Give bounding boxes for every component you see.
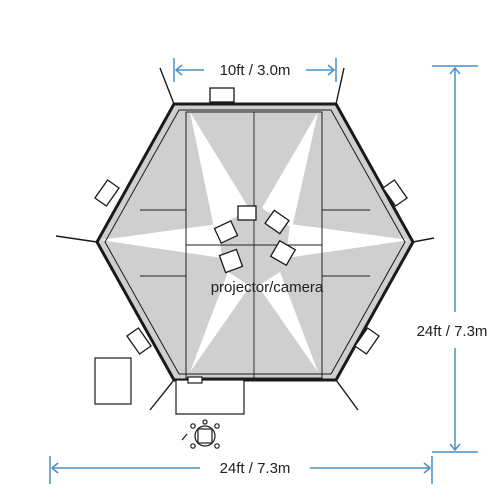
entrance: [94, 357, 245, 415]
dimension-overall-width: [49, 456, 433, 484]
chair-icon: [181, 419, 220, 449]
floor-grid: [140, 112, 370, 378]
light-beam: [262, 112, 318, 228]
wall-device: [94, 179, 120, 207]
door-handle: [187, 376, 203, 384]
light-beam: [258, 272, 318, 372]
wall-device: [382, 179, 408, 207]
projector-cluster: [213, 205, 297, 274]
dimension-top-width: [173, 58, 337, 82]
light-beam: [286, 224, 410, 258]
corner-stakes: [55, 67, 435, 411]
projector-unit: [213, 220, 239, 244]
side-table: [94, 357, 132, 405]
projector-unit: [264, 209, 290, 235]
wall-devices: [94, 87, 408, 355]
dimension-top-width-label: 10ft / 3.0m: [220, 62, 291, 79]
hexagon-inner-wall: [104, 109, 406, 375]
projector-unit: [269, 239, 297, 267]
projector-camera-label: projector/camera: [211, 279, 324, 296]
light-beam: [100, 224, 222, 258]
dimension-overall-width-label: 24ft / 7.3m: [220, 460, 291, 477]
wall-device: [209, 87, 235, 103]
wall-device: [126, 327, 152, 355]
light-beam: [190, 272, 250, 372]
entrance-mat: [175, 379, 245, 415]
dimension-overall-height-label: 24ft / 7.3m: [417, 323, 488, 340]
light-beam: [190, 112, 250, 228]
wall-device: [354, 327, 380, 355]
dimension-overall-height: [432, 65, 478, 453]
projector-unit: [237, 205, 257, 221]
projector-unit: [218, 248, 244, 274]
